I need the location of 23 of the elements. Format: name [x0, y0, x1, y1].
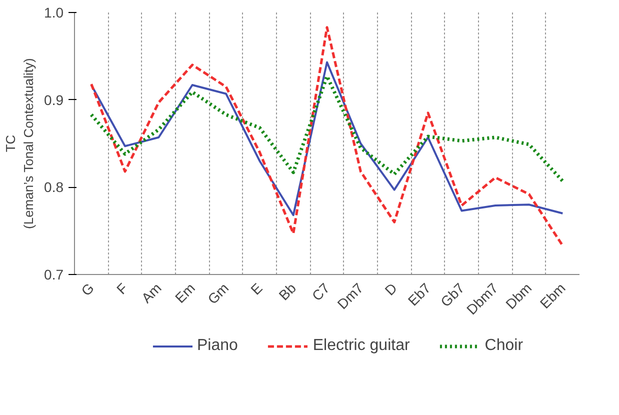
x-tick-label: C7 — [308, 280, 333, 304]
legend-label: Electric guitar — [312, 337, 410, 355]
y-tick-label: 0.7 — [44, 266, 64, 282]
x-tick-label: F — [113, 280, 131, 298]
x-tick-label: Em — [172, 280, 198, 306]
line-series — [90, 61, 564, 216]
line-series — [90, 26, 564, 247]
x-tick-label: Bb — [276, 280, 300, 304]
x-tick-label: G — [78, 280, 97, 299]
y-tick-label: 0.9 — [44, 92, 64, 108]
x-tick-label: Ebm — [536, 280, 568, 312]
x-tick-label: Am — [138, 280, 164, 306]
x-tick-label: Gb7 — [437, 280, 468, 310]
x-tick-label: E — [247, 280, 266, 298]
line-series — [90, 74, 564, 183]
legend-label: Piano — [196, 337, 238, 355]
x-tick-label: Gm — [204, 280, 232, 308]
y-tick-label: 1.0 — [44, 4, 64, 20]
legend-label: Choir — [484, 337, 524, 355]
x-tick-label: D — [382, 280, 400, 298]
x-tick-label: Eb7 — [404, 280, 434, 309]
y-tick-label: 0.8 — [44, 179, 64, 196]
y-axis-title: TC (Leman’s Tonal Contextuality) — [3, 58, 36, 230]
